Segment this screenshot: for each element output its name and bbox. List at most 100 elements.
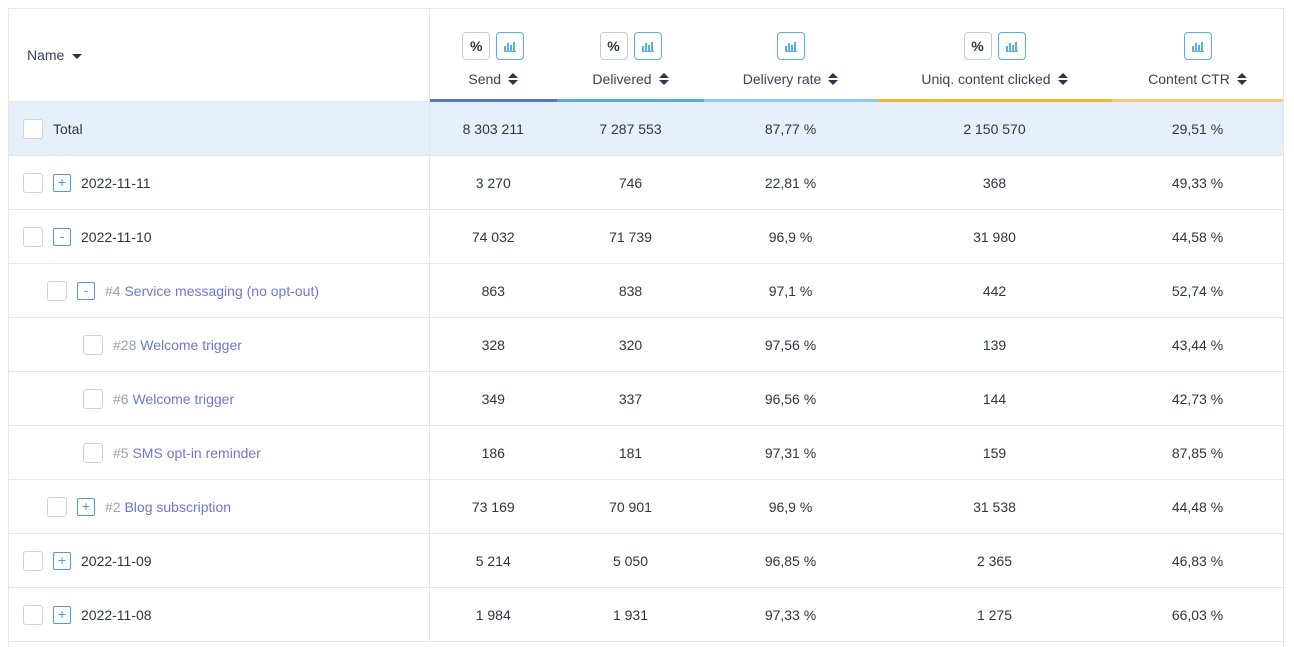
row-name: +2022-11-09	[9, 550, 429, 571]
row-name: #28 Welcome trigger	[9, 334, 429, 355]
cell-send: 73 169	[429, 479, 557, 534]
sort-icon[interactable]	[1236, 73, 1247, 85]
column-header-content: Content CTR	[1112, 31, 1283, 101]
row-name-link[interactable]: Service messaging (no opt-out)	[124, 282, 320, 299]
chart-toggle-button[interactable]	[633, 32, 662, 60]
sort-icon[interactable]	[1057, 73, 1068, 85]
bar-chart-icon	[504, 41, 517, 52]
column-header-name[interactable]: Name	[9, 9, 430, 102]
bar-chart-icon	[641, 41, 654, 52]
expand-button[interactable]: +	[53, 551, 71, 570]
row-name-link[interactable]: Welcome trigger	[132, 390, 235, 407]
cell-ctr: 44,48 %	[1112, 479, 1283, 534]
cell-delivered: 71 739	[557, 209, 704, 264]
sort-icon[interactable]	[508, 73, 519, 85]
column-header-title: Delivery rate	[743, 71, 839, 87]
cell-send: 1 984	[429, 587, 557, 642]
column-header-label: Content CTR	[1148, 71, 1230, 87]
chart-toggle-button[interactable]	[776, 32, 805, 60]
chart-toggle-button[interactable]	[496, 32, 525, 60]
column-header-name-label: Name	[27, 47, 65, 63]
cell-rate: 87,77 %	[704, 101, 877, 156]
row-title[interactable]: #5 SMS opt-in reminder	[113, 445, 261, 461]
cell-send: 5 214	[429, 533, 557, 588]
row-checkbox[interactable]	[47, 496, 67, 517]
sort-icon[interactable]	[828, 73, 839, 85]
cell-rate: 96,85 %	[704, 533, 877, 588]
column-accent-line	[1112, 99, 1283, 102]
expand-button[interactable]: +	[53, 605, 71, 624]
row-name-cell: #5 SMS opt-in reminder	[9, 425, 430, 480]
cell-ctr: 42,73 %	[1112, 371, 1283, 426]
table-row[interactable]: +2022-11-08 1 984 1 931 97,33 % 1 275 66,03 %	[9, 587, 1283, 642]
row-checkbox[interactable]	[23, 226, 43, 247]
row-checkbox[interactable]	[23, 172, 43, 193]
column-accent-line	[877, 99, 1112, 102]
expand-button[interactable]: +	[53, 173, 71, 192]
cell-send: 863	[429, 263, 557, 318]
table-row[interactable]: #6 Welcome trigger 349 337 96,56 % 144 42,73 …	[9, 371, 1283, 426]
table-row[interactable]: - #4 Service messaging (no opt-out) 863 838…	[9, 263, 1283, 318]
percent-toggle-button[interactable]: %	[462, 32, 491, 60]
column-header-rate[interactable]: Delivery rate	[704, 9, 877, 102]
row-checkbox[interactable]	[47, 280, 67, 301]
row-title: Total	[53, 121, 83, 137]
row-name-link[interactable]: Blog subscription	[124, 498, 232, 515]
table-row[interactable]: + #2 Blog subscription 73 169 70 901 96,9 % 3…	[9, 479, 1283, 534]
row-checkbox[interactable]	[83, 442, 103, 463]
column-header-send[interactable]: % Send	[429, 9, 557, 102]
cell-uniq: 2 365	[877, 533, 1112, 588]
row-checkbox[interactable]	[23, 604, 43, 625]
cell-delivered: 320	[557, 317, 704, 372]
row-title[interactable]: #28 Welcome trigger	[113, 337, 242, 353]
table-row[interactable]: #5 SMS opt-in reminder 186 181 97,31 % 159 87…	[9, 425, 1283, 480]
collapse-button[interactable]: -	[77, 281, 95, 300]
row-checkbox[interactable]	[23, 550, 43, 571]
collapse-button[interactable]: -	[53, 227, 71, 246]
column-header-title: Content CTR	[1148, 71, 1247, 87]
table-row[interactable]: #28 Welcome trigger 328 320 97,56 % 139 43,44…	[9, 317, 1283, 372]
column-header-title: Uniq. content clicked	[921, 71, 1068, 87]
table-row[interactable]: -2022-11-10 74 032 71 739 96,9 % 31 980 44,58…	[9, 209, 1283, 264]
row-name-link[interactable]: SMS opt-in reminder	[132, 444, 261, 461]
column-header-title: Delivered	[592, 71, 669, 87]
table-row[interactable]: +2022-11-09 5 214 5 050 96,85 % 2 365 46,83 %	[9, 533, 1283, 588]
cell-send: 3 270	[429, 155, 557, 210]
column-header-label: Delivered	[592, 71, 652, 87]
total-row[interactable]: Total 8 303 211 7 287 553 87,77 % 2 150 570 2…	[9, 101, 1283, 156]
row-checkbox[interactable]	[23, 118, 43, 139]
column-header-delivered[interactable]: % Delivered	[557, 9, 704, 102]
row-id: #2	[105, 498, 125, 515]
row-title[interactable]: #2 Blog subscription	[105, 499, 231, 515]
sort-desc-icon[interactable]	[72, 54, 83, 59]
row-checkbox[interactable]	[83, 388, 103, 409]
row-name-cell: + #2 Blog subscription	[9, 479, 430, 534]
row-name-link[interactable]: Welcome trigger	[140, 336, 242, 353]
cell-ctr: 43,44 %	[1112, 317, 1283, 372]
chart-toggle-button[interactable]	[997, 32, 1026, 60]
row-name-cell: +2022-11-11	[9, 155, 430, 210]
expand-button[interactable]: +	[77, 497, 95, 516]
cell-uniq: 144	[877, 371, 1112, 426]
percent-toggle-button[interactable]: %	[963, 32, 992, 60]
cell-send: 186	[429, 425, 557, 480]
row-name-label: Total	[53, 120, 83, 137]
table-header-row: Name % Send% Delivered Delivery rate% Uniq. …	[9, 9, 1283, 102]
cell-rate: 97,1 %	[704, 263, 877, 318]
row-name: +2022-11-08	[9, 604, 429, 625]
percent-toggle-button[interactable]: %	[599, 32, 628, 60]
cell-delivered: 70 901	[557, 479, 704, 534]
row-title[interactable]: #4 Service messaging (no opt-out)	[105, 283, 319, 299]
row-checkbox[interactable]	[83, 334, 103, 355]
cell-ctr: 49,33 %	[1112, 155, 1283, 210]
table-row[interactable]: +2022-11-11 3 270 746 22,81 % 368 49,33 %	[9, 155, 1283, 210]
column-header-label: Send	[468, 71, 502, 87]
column-header-buttons: %	[462, 31, 525, 61]
column-header-title: Send	[468, 71, 519, 87]
chart-toggle-button[interactable]	[1183, 32, 1212, 60]
column-header-ctr[interactable]: Content CTR	[1112, 9, 1283, 102]
sort-icon[interactable]	[658, 73, 669, 85]
row-title[interactable]: #6 Welcome trigger	[113, 391, 234, 407]
row-name-cell: Total	[9, 101, 430, 156]
column-header-uniq[interactable]: % Uniq. content clicked	[877, 9, 1112, 102]
